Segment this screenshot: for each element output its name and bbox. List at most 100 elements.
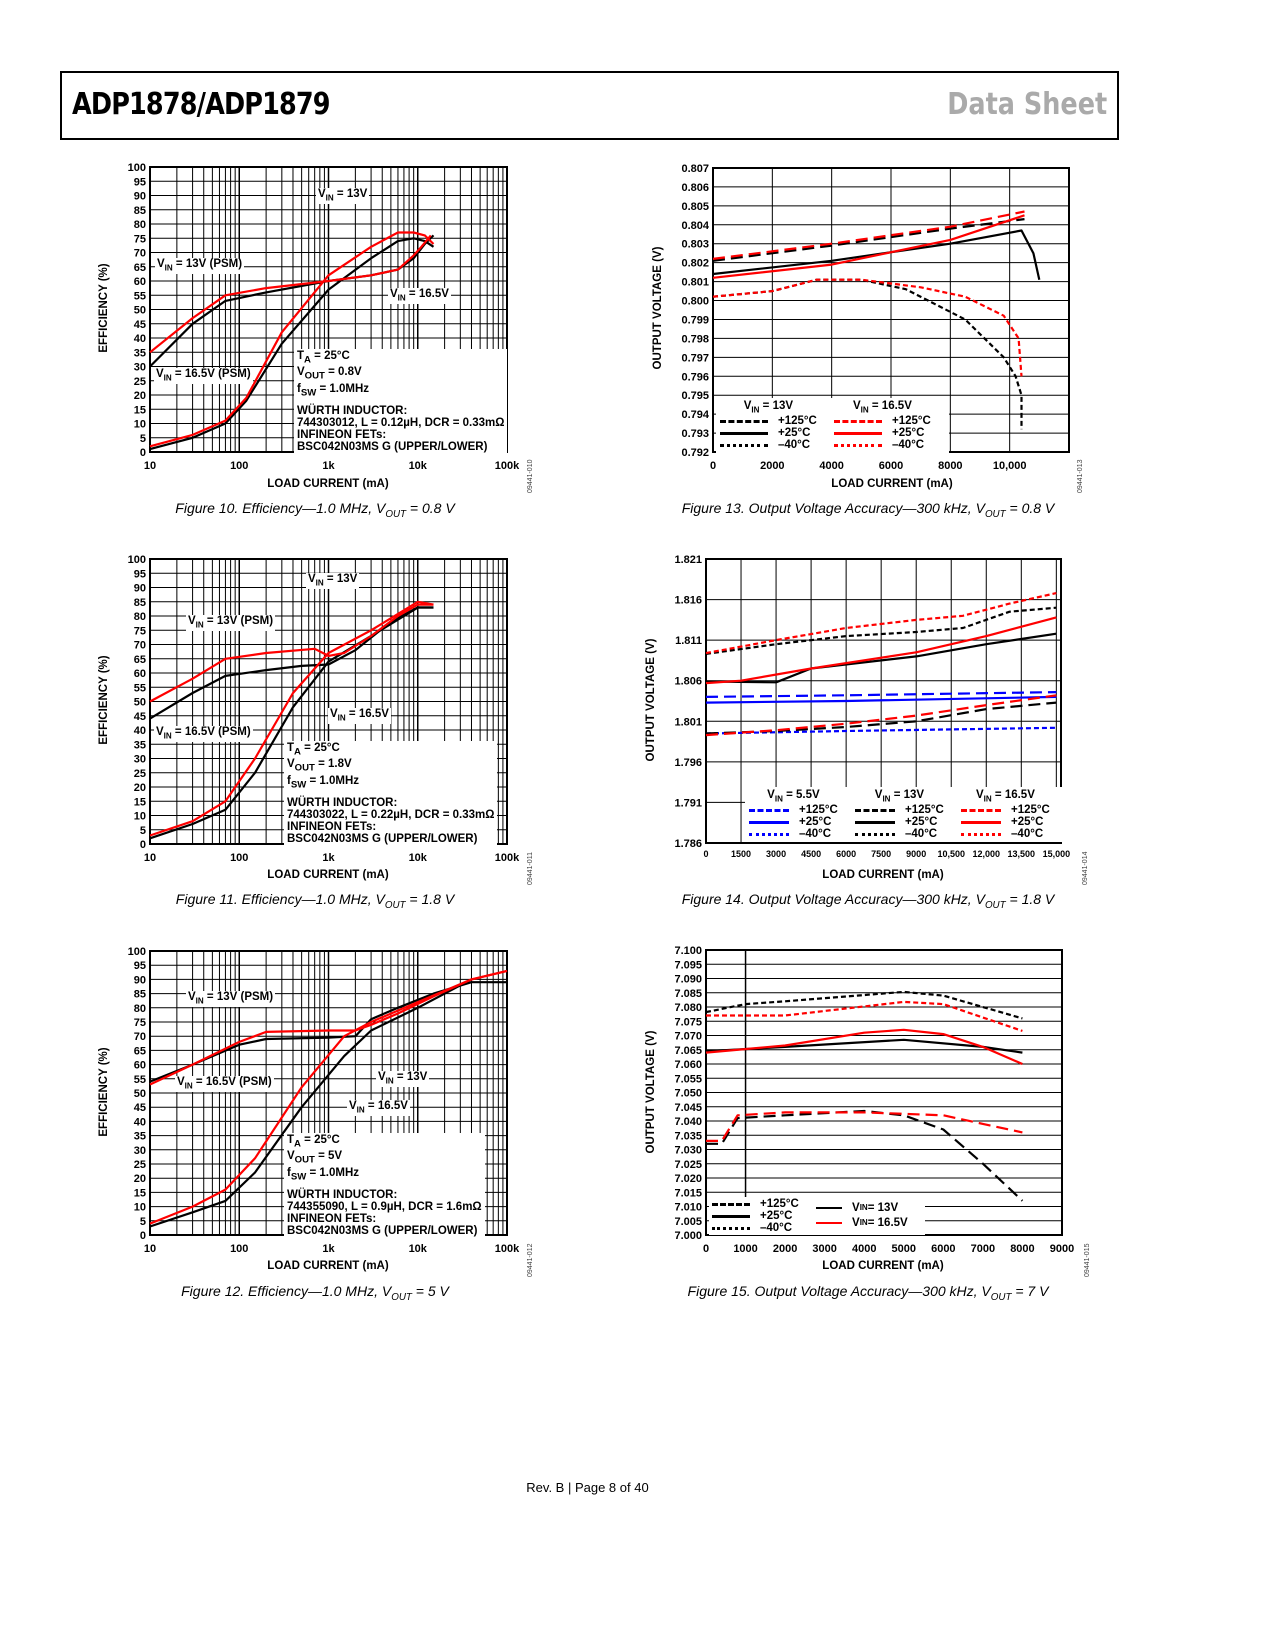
- y-tick-label: 5: [140, 825, 146, 837]
- y-tick-label: 0.794: [681, 409, 709, 421]
- series-line: [705, 606, 1057, 655]
- annotation: VIN = 16.5V (PSM): [154, 368, 253, 385]
- y-tick-label: 10: [134, 811, 146, 823]
- figure-caption: Figure 11. Efficiency—1.0 MHz, VOUT = 1.…: [175, 891, 455, 911]
- y-tick-label: 1.791: [674, 797, 702, 809]
- chart-legend: VIN = 13V +125°C +25°C –40°C VIN = 16.5V…: [716, 398, 949, 454]
- y-tick-label: 7.075: [674, 1016, 702, 1028]
- plot-frame: [705, 558, 1062, 844]
- y-tick-label: 0.792: [681, 447, 709, 459]
- y-tick-label: 0.798: [681, 333, 709, 345]
- page-header: ADP1878/ADP1879 Data Sheet: [60, 71, 1119, 140]
- y-tick-label: 90: [134, 583, 146, 595]
- x-tick-label: 6000: [931, 1243, 955, 1255]
- y-tick-label: 60: [134, 668, 146, 680]
- y-tick-label: 100: [128, 554, 146, 566]
- series-line: [149, 969, 508, 1225]
- y-tick-label: 55: [134, 290, 146, 302]
- legend-swatch: [712, 1226, 750, 1230]
- y-tick-label: 5: [140, 433, 146, 445]
- y-tick-label: 0.800: [681, 296, 709, 308]
- figure-code: 09441-010: [527, 459, 534, 493]
- legend-swatch: [720, 419, 768, 423]
- series-line: [705, 694, 1057, 737]
- y-tick-label: 1.801: [674, 716, 702, 728]
- y-tick-label: 1.796: [674, 757, 702, 769]
- y-tick-label: 15: [134, 796, 146, 808]
- y-tick-label: 0.806: [681, 182, 709, 194]
- annotation: VIN = 16.5V: [328, 708, 391, 725]
- y-tick-label: 85: [134, 205, 146, 217]
- y-tick-label: 80: [134, 611, 146, 623]
- y-tick-label: 10: [134, 419, 146, 431]
- series-line: [149, 231, 435, 448]
- x-axis-label: LOAD CURRENT (mA): [267, 478, 389, 490]
- legend-swatch: [712, 1214, 750, 1218]
- series-line: [705, 632, 1057, 684]
- y-tick-label: 45: [134, 711, 146, 723]
- y-tick-label: 60: [134, 276, 146, 288]
- x-tick-label: 10: [144, 852, 156, 864]
- series-line: [705, 616, 1057, 685]
- x-tick-label: 100: [230, 1243, 248, 1255]
- x-tick-label: 4000: [819, 460, 843, 472]
- x-tick-label: 100k: [495, 460, 520, 472]
- y-tick-label: 90: [134, 974, 146, 986]
- y-tick-label: 0: [140, 447, 146, 459]
- y-tick-label: 1.786: [674, 838, 702, 850]
- section-label: Data Sheet: [947, 87, 1107, 122]
- y-tick-label: 50: [134, 305, 146, 317]
- x-tick-label: 100k: [495, 1243, 520, 1255]
- y-tick-label: 0.795: [681, 390, 709, 402]
- y-tick-label: 65: [134, 262, 146, 274]
- x-tick-label: 1k: [322, 460, 335, 472]
- y-tick-label: 40: [134, 725, 146, 737]
- x-tick-label: 10: [144, 460, 156, 472]
- x-tick-label: 10,000: [993, 460, 1027, 472]
- series-line: [706, 1109, 1024, 1202]
- x-tick-label: 3000: [766, 849, 786, 859]
- y-tick-label: 35: [134, 739, 146, 751]
- y-tick-label: 5: [140, 1216, 146, 1228]
- series-line: [705, 1028, 1023, 1066]
- y-tick-label: 40: [134, 1116, 146, 1128]
- y-tick-label: 45: [134, 1102, 146, 1114]
- y-tick-label: 7.010: [674, 1202, 702, 1214]
- x-tick-label: 10: [144, 1243, 156, 1255]
- y-tick-label: 7.085: [674, 988, 702, 1000]
- y-tick-label: 0.805: [681, 201, 709, 213]
- y-axis-label: EFFICIENCY (%): [98, 1047, 110, 1137]
- series-line: [712, 278, 1023, 377]
- annotation: VIN = 16.5V: [388, 288, 451, 305]
- series-line: [149, 234, 432, 354]
- y-tick-label: 45: [134, 319, 146, 331]
- series-line: [712, 214, 1025, 279]
- y-tick-label: 7.015: [674, 1187, 702, 1199]
- x-tick-label: 0: [710, 460, 716, 472]
- series-line: [706, 1000, 1023, 1032]
- y-tick-label: 35: [134, 347, 146, 359]
- y-tick-label: 50: [134, 1088, 146, 1100]
- conditions-box: TA = 25°C VOUT = 5V fSW = 1.0MHz WÜRTH I…: [284, 1133, 485, 1238]
- annotation: VIN = 13V: [316, 188, 370, 205]
- series-line: [149, 606, 434, 840]
- series-line: [705, 592, 1057, 655]
- series-line: [712, 229, 1041, 280]
- y-tick-label: 25: [134, 1159, 146, 1171]
- x-tick-label: 100: [230, 852, 248, 864]
- x-tick-label: 10k: [409, 460, 428, 472]
- legend-swatch: [834, 419, 883, 423]
- annotation: VIN = 13V (PSM): [155, 258, 245, 275]
- y-tick-label: 80: [134, 1003, 146, 1015]
- legend-swatch: [834, 431, 883, 435]
- y-tick-label: 7.000: [674, 1230, 702, 1242]
- y-tick-label: 15: [134, 404, 146, 416]
- series-line: [712, 210, 1025, 260]
- chart-legend: +125°C +25°C –40°C V IN = 13V V IN = 16.5V: [709, 1197, 925, 1235]
- figure-caption: Figure 13. Output Voltage Accuracy—300 k…: [681, 500, 1055, 520]
- y-tick-label: 90: [134, 191, 146, 203]
- document-title: ADP1878/ADP1879: [72, 87, 331, 122]
- figure-code: 09441-013: [1077, 459, 1084, 493]
- x-tick-label: 12,000: [972, 849, 1000, 859]
